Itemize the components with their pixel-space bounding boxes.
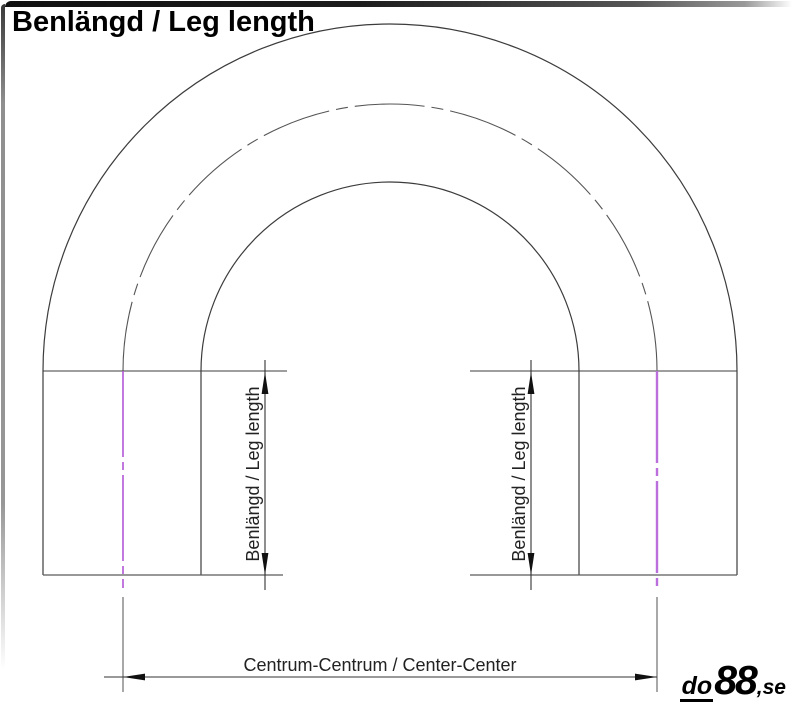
right-leg-dimension-label: Benlängd / Leg length [509,386,529,561]
center-dimension-arrow-right [635,673,657,681]
center-dimension-arrow-left [123,673,145,681]
outer-arc [42,23,738,372]
page-title: Benlängd / Leg length [12,6,315,38]
inner-arc [200,181,580,372]
left-dimension-arrow-down [261,553,269,575]
decorative-left-border [1,4,5,670]
logo-prefix: do [679,672,714,702]
logo-number: 88 [714,657,758,703]
logo-suffix: ,se [756,676,786,699]
decorative-top-border [5,1,792,7]
left-dimension-arrow-up [261,372,269,394]
right-dimension-arrow-down [527,553,535,575]
center-center-dimension-label: Centrum-Centrum / Center-Center [243,655,516,675]
do88-logo: do 88 ,se [679,657,786,703]
left-leg-dimension-label: Benlängd / Leg length [243,386,263,561]
center-arc-dashed [122,103,658,372]
right-dimension-arrow-up [527,372,535,394]
